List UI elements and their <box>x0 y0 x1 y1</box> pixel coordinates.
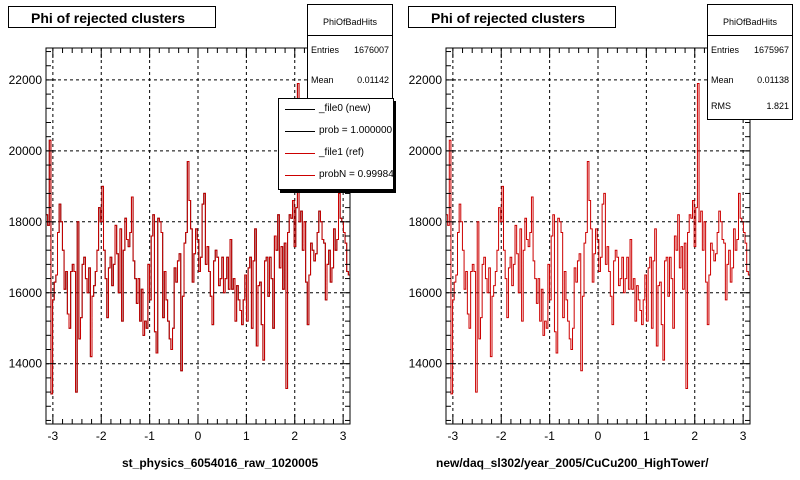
x-tick-label: 1 <box>243 429 250 443</box>
x-tick-label: -3 <box>448 429 459 443</box>
y-tick-label: 18000 <box>9 215 43 229</box>
right-stats-separator <box>708 35 792 36</box>
x-tick-label: -1 <box>544 429 555 443</box>
left-plot-pad: -3 -2 -1 0 1 2 3 14000 16000 18000 20000 22000 Phi … <box>8 4 394 470</box>
left-stats-row-mean: Mean 0.01142 <box>311 75 389 87</box>
x-tick-label: -2 <box>96 429 107 443</box>
histogram-series-line <box>446 82 750 395</box>
x-tick-label: -1 <box>144 429 155 443</box>
x-tick-label: 3 <box>740 429 747 443</box>
y-tick-label: 22000 <box>9 73 43 87</box>
legend-label: prob = 1.000000 <box>319 125 393 136</box>
left-x-axis-title: st_physics_6054016_raw_1020005 <box>122 456 319 470</box>
legend-swatch <box>285 109 315 110</box>
left-legend: _file0 (new) prob = 1.000000 _file1 (ref… <box>278 98 394 190</box>
y-tick-label: 18000 <box>409 215 443 229</box>
legend-swatch <box>285 131 315 132</box>
right-plot-pad: -3 -2 -1 0 1 2 3 14000 16000 18000 20000 22000 Phi … <box>400 0 800 480</box>
legend-entry: _file1 (ref) <box>279 143 393 165</box>
legend-swatch <box>285 153 315 154</box>
y-tick-label: 14000 <box>9 357 43 371</box>
left-stats-row-entries: Entries 1676007 <box>311 45 389 57</box>
legend-entry: prob = 1.000000 <box>279 121 393 143</box>
y-tick-label: 22000 <box>409 73 443 87</box>
right-x-axis-title: new/daq_sl302/year_2005/CuCu200_HighTowe… <box>436 456 709 470</box>
legend-entry: probN = 0.999843 <box>279 165 393 187</box>
stats-key: Mean <box>311 75 334 85</box>
legend-entry: _file0 (new) <box>279 99 393 121</box>
x-tick-label: -3 <box>48 429 59 443</box>
stats-value: 1676007 <box>353 45 389 55</box>
stats-key: RMS <box>711 101 731 111</box>
x-tick-label: 0 <box>195 429 202 443</box>
right-stats-box: PhiOfBadHits Entries 1675967 Mean 0.0113… <box>707 4 793 120</box>
stats-value: 0.01142 <box>357 75 389 85</box>
y-tick-label: 20000 <box>409 144 443 158</box>
x-tick-label: 0 <box>595 429 602 443</box>
x-tick-label: 2 <box>291 429 298 443</box>
x-tick-label: 1 <box>643 429 650 443</box>
legend-label: _file1 (ref) <box>319 147 365 158</box>
right-plot-title: Phi of rejected clusters <box>408 6 616 28</box>
stats-key: Mean <box>711 75 734 85</box>
left-stats-separator <box>308 35 392 36</box>
stats-value: 1675967 <box>753 45 789 55</box>
x-tick-label: 2 <box>691 429 698 443</box>
y-tick-label: 20000 <box>9 144 43 158</box>
right-stats-row-rms: RMS 1.821 <box>711 101 789 113</box>
legend-swatch <box>285 175 315 176</box>
right-stats-row-entries: Entries 1675967 <box>711 45 789 57</box>
y-tick-label: 14000 <box>409 357 443 371</box>
stats-value: 0.01138 <box>757 75 789 85</box>
left-stats-name: PhiOfBadHits <box>322 17 378 27</box>
y-tick-label: 16000 <box>409 286 443 300</box>
legend-label: probN = 0.999843 <box>319 169 394 180</box>
stats-key: Entries <box>711 45 740 55</box>
stats-key: Entries <box>311 45 340 55</box>
legend-label: _file0 (new) <box>319 103 371 114</box>
right-histogram-plot: -3 -2 -1 0 1 2 3 14000 16000 18000 20000 22000 <box>409 47 751 443</box>
left-plot-title: Phi of rejected clusters <box>8 6 216 28</box>
y-tick-label: 16000 <box>9 286 43 300</box>
x-tick-label: 3 <box>340 429 347 443</box>
stats-value: 1.821 <box>766 101 789 111</box>
x-tick-label: -2 <box>496 429 507 443</box>
right-stats-name: PhiOfBadHits <box>722 17 778 27</box>
right-stats-row-mean: Mean 0.01138 <box>711 75 789 87</box>
left-stats-box: PhiOfBadHits Entries 1676007 Mean 0.0114… <box>307 4 393 104</box>
